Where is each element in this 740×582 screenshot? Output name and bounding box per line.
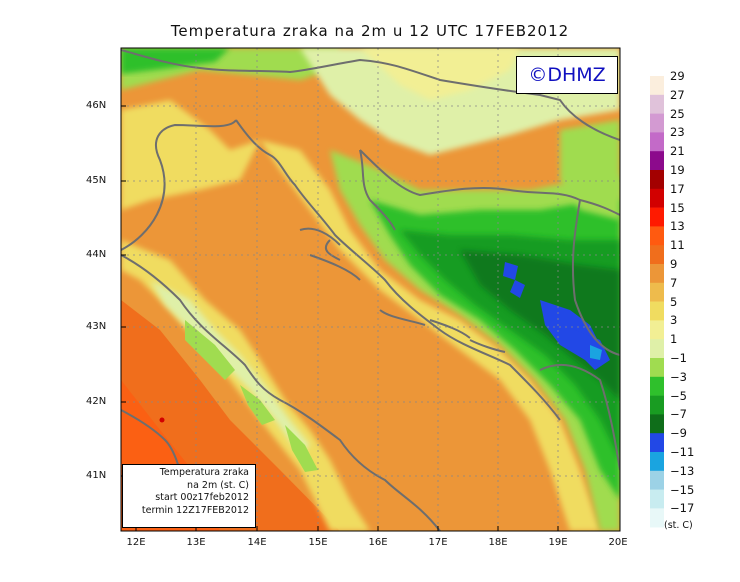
legend-label: −3	[670, 369, 687, 384]
legend-label: −7	[670, 407, 687, 422]
lat-label: 46N	[86, 100, 107, 111]
lat-label: 43N	[86, 321, 107, 332]
temperature-field	[121, 48, 620, 531]
legend-swatch	[650, 245, 664, 265]
legend-swatch	[650, 508, 664, 528]
legend-swatch	[650, 94, 664, 114]
legend-swatch	[650, 301, 664, 321]
lon-label: 17E	[428, 537, 448, 548]
legend-swatch	[650, 358, 664, 378]
legend-label: 9	[670, 257, 678, 271]
legend-swatch	[650, 282, 664, 302]
legend-swatch	[650, 452, 664, 472]
legend-label: 23	[670, 125, 685, 140]
legend-label: 5	[670, 294, 678, 309]
info-line-variable: Temperatura zraka	[159, 467, 249, 478]
legend-label: −1	[670, 351, 687, 365]
legend-unit: (st. C)	[664, 520, 693, 531]
legend-swatch	[650, 113, 664, 133]
legend-swatch	[650, 433, 664, 453]
info-box: Temperatura zraka na 2m (st. C) start 00…	[122, 464, 256, 528]
legend-swatch	[650, 489, 664, 509]
legend-swatch	[650, 414, 664, 434]
legend-swatch	[650, 207, 664, 227]
legend-swatch	[650, 264, 664, 284]
info-line-unit: na 2m (st. C)	[187, 479, 249, 491]
legend-swatch	[650, 76, 664, 96]
map-title: Temperatura zraka na 2m u 12 UTC 17FEB20…	[170, 22, 570, 40]
legend-swatch	[650, 188, 664, 208]
lon-label: 16E	[368, 537, 388, 548]
legend-label: 1	[670, 332, 678, 347]
legend-label: 7	[670, 275, 678, 290]
lat-label: 41N	[86, 470, 107, 481]
legend-swatch	[650, 151, 664, 171]
legend-swatch	[650, 376, 664, 396]
map-frame	[120, 47, 621, 532]
legend-label: 29	[670, 69, 685, 83]
lon-label: 20E	[608, 537, 628, 548]
legend-label: −17	[670, 501, 695, 516]
lon-label: 13E	[186, 537, 206, 548]
legend-label: 17	[670, 181, 685, 196]
lon-label: 14E	[247, 537, 267, 548]
copyright-badge: ©DHMZ	[516, 56, 618, 94]
legend-swatch	[650, 226, 664, 246]
lon-label: 12E	[126, 537, 146, 548]
legend-label: −11	[670, 445, 695, 459]
legend-swatch	[650, 320, 664, 340]
legend-swatch	[650, 470, 664, 490]
legend-label: 11	[670, 238, 685, 253]
legend-swatch	[650, 339, 664, 359]
legend-label: 13	[670, 219, 685, 234]
legend-label: 21	[670, 144, 685, 159]
legend-label: −5	[670, 388, 687, 403]
lon-label: 19E	[548, 537, 568, 548]
legend-label: −9	[670, 426, 687, 441]
lat-label: 42N	[86, 396, 107, 407]
lat-label: 44N	[86, 249, 107, 260]
lat-label: 45N	[86, 175, 107, 186]
legend-label: 25	[670, 106, 685, 121]
legend-swatch	[650, 132, 664, 152]
legend-label: 27	[670, 87, 685, 102]
info-line-termin: termin 12Z17FEB2012	[141, 504, 249, 516]
legend-label: 19	[670, 163, 685, 177]
legend-label: −13	[670, 463, 695, 478]
lon-label: 15E	[308, 537, 328, 548]
legend-swatch	[650, 170, 664, 190]
legend-label: 15	[670, 200, 685, 215]
legend-label: 3	[670, 313, 678, 328]
legend-swatch	[650, 395, 664, 415]
legend-colorbar	[650, 76, 664, 528]
lat-lon-grid	[121, 48, 620, 531]
legend-label: −15	[670, 482, 695, 497]
info-line-start: start 00z17feb2012	[155, 492, 249, 503]
lon-label: 18E	[488, 537, 508, 548]
